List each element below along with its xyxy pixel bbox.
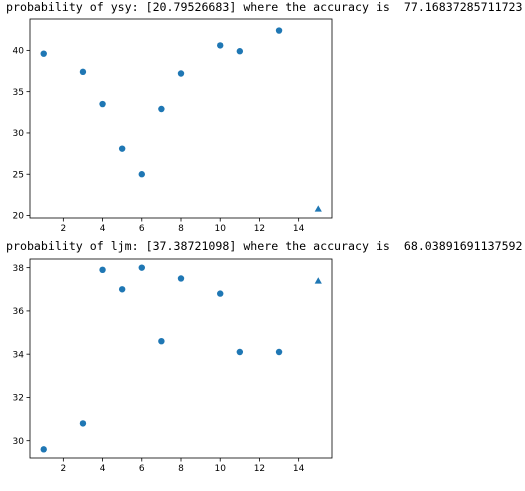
data-point — [79, 420, 87, 427]
output-line-ljm: probability of ljm: [37.38721098] where … — [6, 239, 523, 253]
data-point — [217, 42, 224, 49]
y-tick-label: 32 — [13, 394, 24, 404]
prediction-point — [314, 205, 322, 212]
x-tick-label: 2 — [60, 464, 66, 474]
y-tick-label: 30 — [13, 437, 25, 447]
x-tick-label: 4 — [100, 464, 106, 474]
data-point — [40, 50, 47, 57]
data-point — [99, 266, 106, 274]
output-line-ysy: probability of ysy: [20.79526683] where … — [6, 0, 523, 14]
y-tick-label: 38 — [13, 264, 25, 274]
x-tick-label: 6 — [139, 464, 145, 474]
y-tick-label: 30 — [13, 129, 25, 139]
y-tick-label: 20 — [13, 212, 25, 222]
data-point — [118, 286, 126, 293]
data-point — [275, 348, 283, 356]
data-point — [40, 446, 47, 453]
data-point — [99, 100, 106, 108]
x-tick-label: 14 — [293, 464, 305, 474]
axes-frame — [29, 258, 333, 459]
data-point — [217, 290, 224, 297]
data-point — [138, 171, 145, 178]
x-tick-label: 10 — [214, 224, 226, 234]
data-point — [158, 105, 165, 113]
y-tick-label: 40 — [13, 47, 25, 57]
y-tick-label: 25 — [13, 170, 24, 180]
data-point — [275, 27, 283, 34]
x-tick-label: 2 — [60, 224, 66, 234]
data-point — [158, 337, 165, 345]
x-tick-label: 12 — [254, 224, 265, 234]
prediction-point — [314, 277, 322, 284]
data-point — [177, 70, 185, 77]
x-tick-label: 14 — [293, 224, 305, 234]
y-tick-label: 36 — [13, 307, 25, 317]
data-point — [138, 264, 145, 271]
y-tick-label: 35 — [13, 88, 24, 98]
x-tick-label: 12 — [254, 464, 265, 474]
y-tick-label: 34 — [13, 350, 25, 360]
data-point — [118, 145, 126, 152]
data-point — [177, 275, 185, 282]
x-tick-label: 10 — [214, 464, 226, 474]
x-tick-label: 8 — [178, 224, 184, 234]
x-tick-label: 6 — [139, 224, 145, 234]
x-tick-label: 8 — [178, 464, 184, 474]
x-tick-label: 4 — [100, 224, 106, 234]
data-point — [236, 48, 244, 55]
data-point — [79, 68, 87, 76]
data-point — [236, 348, 244, 356]
